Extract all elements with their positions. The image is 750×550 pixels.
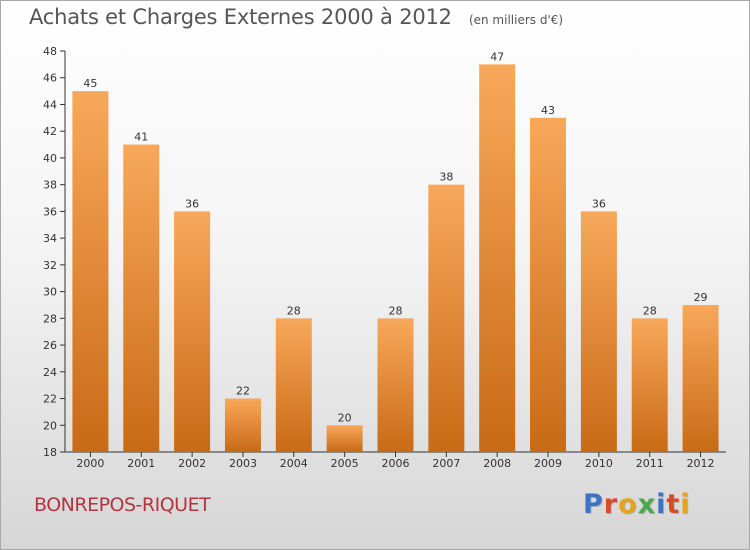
bar-2008 [479,64,516,452]
x-tick-label: 2003 [229,457,257,470]
bar-2004 [275,318,312,452]
bar-2011 [631,318,668,452]
data-label: 28 [389,304,403,317]
y-tick-label: 46 [43,72,57,85]
data-label: 47 [490,50,504,63]
data-label: 36 [592,197,606,210]
bars [72,64,719,453]
chart-title: Achats et Charges Externes 2000 à 2012 [29,5,452,29]
bar-2001 [123,144,160,453]
logo-letter: i [680,489,691,520]
logo-letter: r [603,489,619,520]
y-tick-label: 36 [43,205,57,218]
y-tick-label: 26 [43,339,57,352]
y-axis: 18 20 22 24 26 28 30 32 34 36 38 40 42 44 46 48 [43,45,66,459]
logo-letter: i [656,489,667,520]
x-tick-label: 2012 [687,457,715,470]
bar-2010 [580,211,617,452]
x-tick-label: 2001 [127,457,155,470]
x-axis: 2000 2001 2002 2003 2004 2005 2006 2007 2008 2009… [65,451,726,470]
data-labels: 45 41 36 22 28 20 28 38 47 43 36 28 29 [83,50,707,424]
data-label: 36 [185,197,199,210]
data-label: 38 [439,171,453,184]
logo-letter: t [666,489,681,520]
bar-2002 [174,211,211,452]
data-label: 43 [541,104,555,117]
chart-unit: (en milliers d'€) [468,13,564,27]
bar-2006 [377,318,414,452]
data-label: 41 [134,131,148,144]
y-tick-label: 34 [43,232,57,245]
title-row: Achats et Charges Externes 2000 à 2012 (… [29,5,563,29]
y-tick-label: 44 [43,98,57,111]
x-tick-label: 2006 [382,457,410,470]
x-tick-label: 2011 [636,457,664,470]
x-tick-label: 2010 [585,457,613,470]
x-tick-label: 2009 [534,457,562,470]
x-tick-label: 2005 [331,457,359,470]
y-tick-label: 38 [43,179,57,192]
y-tick-label: 48 [43,45,57,58]
x-tick-label: 2002 [178,457,206,470]
data-label: 28 [643,304,657,317]
y-tick-label: 30 [43,286,57,299]
bar-2003 [224,398,261,452]
y-tick-label: 18 [43,446,57,459]
x-tick-label: 2007 [432,457,460,470]
y-tick-label: 24 [43,366,57,379]
y-tick-label: 40 [43,152,57,165]
city-name: BONREPOS-RIQUET [34,494,211,516]
data-label: 28 [287,304,301,317]
y-tick-label: 32 [43,259,57,272]
logo-letter: o [618,489,638,520]
y-tick-label: 28 [43,312,57,325]
x-tick-label: 2004 [280,457,308,470]
bar-2012 [682,304,719,452]
bar-2009 [530,117,567,452]
x-tick-label: 2008 [483,457,511,470]
y-tick-label: 42 [43,125,57,138]
proxiti-logo[interactable]: Proxiti [583,489,691,520]
data-label: 29 [694,291,708,304]
logo-letter: x [637,489,657,520]
logo-letter: P [583,489,604,520]
bar-2005 [326,425,363,452]
y-tick-label: 22 [43,393,57,406]
data-label: 45 [83,77,97,90]
x-tick-label: 2000 [76,457,104,470]
bar-2000 [72,91,109,452]
y-tick-label: 20 [43,419,57,432]
data-label: 22 [236,385,250,398]
bar-2007 [428,184,465,452]
data-label: 20 [338,411,352,424]
